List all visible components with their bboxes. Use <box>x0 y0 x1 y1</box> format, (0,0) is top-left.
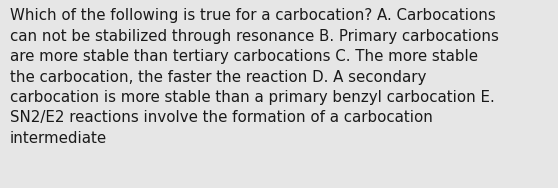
Text: Which of the following is true for a carbocation? A. Carbocations
can not be sta: Which of the following is true for a car… <box>10 8 499 146</box>
